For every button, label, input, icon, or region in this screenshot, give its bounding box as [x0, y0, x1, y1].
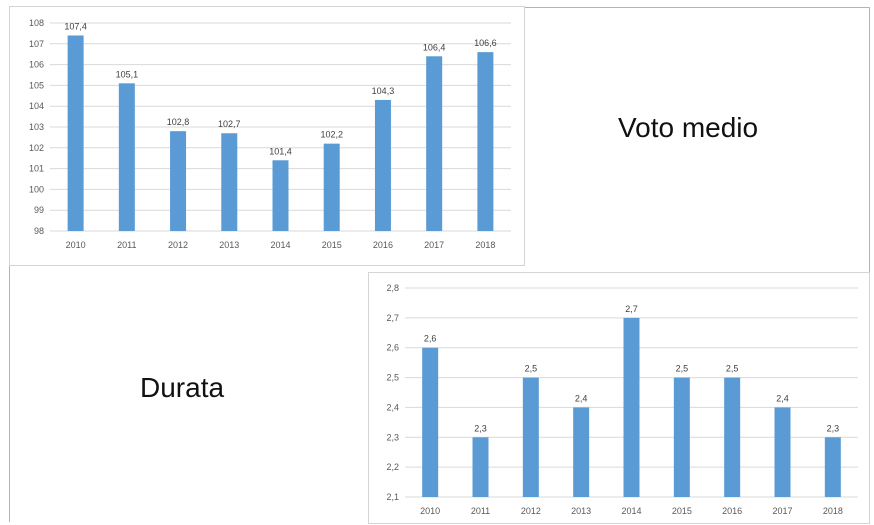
durata-data-label: 2,4: [575, 393, 588, 403]
voto-medio-y-tick-label: 108: [29, 18, 44, 28]
durata-x-tick-label: 2017: [772, 506, 792, 516]
durata-bar: [522, 377, 539, 497]
durata-y-tick-label: 2,2: [386, 462, 399, 472]
voto-medio-y-tick-label: 103: [29, 122, 44, 132]
durata-bar: [673, 377, 690, 497]
durata-y-tick-label: 2,8: [386, 283, 399, 293]
voto-medio-x-tick-label: 2016: [373, 240, 393, 250]
voto-medio-y-tick-label: 106: [29, 60, 44, 70]
chart-voto-medio: 98 99 100 101 102 103 104 105 106 107 108 107,4 2010…: [9, 6, 525, 266]
durata-bar: [422, 347, 439, 497]
voto-medio-x-tick-label: 2018: [475, 240, 495, 250]
durata-x-tick-label: 2014: [621, 506, 641, 516]
voto-medio-label: Voto medio: [618, 112, 759, 143]
frame-line-top: [523, 7, 870, 8]
voto-medio-data-label: 101,4: [269, 146, 292, 156]
voto-medio-data-label: 105,1: [116, 69, 139, 79]
voto-medio-data-label: 106,4: [423, 42, 446, 52]
chart-durata-svg: 2,1 2,2 2,3 2,4 2,5 2,6 2,7 2,8 2,6 2010 2,3 2011 2,…: [386, 283, 858, 516]
voto-medio-bar: [374, 99, 391, 232]
durata-y-tick-label: 2,5: [386, 373, 399, 383]
durata-data-label: 2,5: [726, 364, 739, 374]
durata-data-label: 2,5: [676, 364, 689, 374]
durata-y-tick-label: 2,6: [386, 343, 399, 353]
voto-medio-bar: [221, 133, 238, 231]
voto-medio-y-tick-label: 105: [29, 80, 44, 90]
durata-data-label: 2,4: [776, 393, 789, 403]
durata-y-tick-label: 2,1: [386, 492, 399, 502]
voto-medio-y-tick-label: 101: [29, 164, 44, 174]
voto-medio-data-label: 102,7: [218, 119, 241, 129]
voto-medio-bar: [170, 131, 187, 231]
voto-medio-x-tick-label: 2014: [270, 240, 290, 250]
voto-medio-bar: [426, 56, 443, 231]
durata-label: Durata: [140, 372, 225, 403]
frame-line-left: [9, 264, 10, 522]
voto-medio-y-tick-label: 107: [29, 39, 44, 49]
chart-durata: 2,1 2,2 2,3 2,4 2,5 2,6 2,7 2,8 2,6 2010 2,3 2011 2,…: [368, 272, 870, 524]
durata-bar: [623, 317, 640, 497]
voto-medio-bar: [323, 143, 340, 231]
durata-bar: [573, 407, 590, 497]
voto-medio-y-tick-label: 104: [29, 101, 44, 111]
voto-medio-y-tick-label: 98: [34, 226, 44, 236]
durata-y-tick-label: 2,7: [386, 313, 399, 323]
voto-medio-data-label: 106,6: [474, 38, 497, 48]
voto-medio-y-tick-label: 102: [29, 143, 44, 153]
durata-y-tick-label: 2,3: [386, 432, 399, 442]
voto-medio-y-tick-label: 99: [34, 205, 44, 215]
durata-data-label: 2,3: [827, 423, 840, 433]
durata-bar: [472, 437, 489, 497]
voto-medio-x-tick-label: 2011: [117, 240, 136, 250]
voto-medio-data-label: 102,2: [320, 130, 343, 140]
voto-medio-x-tick-label: 2015: [322, 240, 342, 250]
durata-x-tick-label: 2016: [722, 506, 742, 516]
durata-bar: [824, 437, 841, 497]
durata-x-tick-label: 2010: [420, 506, 440, 516]
durata-x-tick-label: 2015: [672, 506, 692, 516]
voto-medio-data-label: 104,3: [372, 86, 395, 96]
voto-medio-x-tick-label: 2017: [424, 240, 444, 250]
voto-medio-data-label: 107,4: [64, 21, 87, 31]
durata-x-tick-label: 2012: [521, 506, 541, 516]
durata-x-tick-label: 2011: [471, 506, 490, 516]
voto-medio-x-tick-label: 2010: [66, 240, 86, 250]
voto-medio-y-tick-label: 100: [29, 184, 44, 194]
voto-medio-bar: [118, 83, 135, 231]
durata-bar: [724, 377, 741, 497]
voto-medio-x-tick-label: 2012: [168, 240, 188, 250]
durata-data-label: 2,6: [424, 334, 437, 344]
voto-medio-bar: [272, 160, 289, 231]
durata-data-label: 2,7: [625, 304, 638, 314]
durata-x-tick-label: 2013: [571, 506, 591, 516]
durata-bar: [774, 407, 791, 497]
durata-y-tick-label: 2,4: [386, 402, 399, 412]
voto-medio-x-tick-label: 2013: [219, 240, 239, 250]
voto-medio-data-label: 102,8: [167, 117, 190, 127]
voto-medio-bar: [477, 52, 494, 232]
durata-x-tick-label: 2018: [823, 506, 843, 516]
durata-data-label: 2,5: [525, 364, 538, 374]
durata-data-label: 2,3: [474, 423, 487, 433]
voto-medio-bar: [67, 35, 84, 232]
chart-voto-medio-svg: 98 99 100 101 102 103 104 105 106 107 108 107,4 2010…: [29, 18, 511, 250]
frame-line-right: [869, 7, 870, 272]
